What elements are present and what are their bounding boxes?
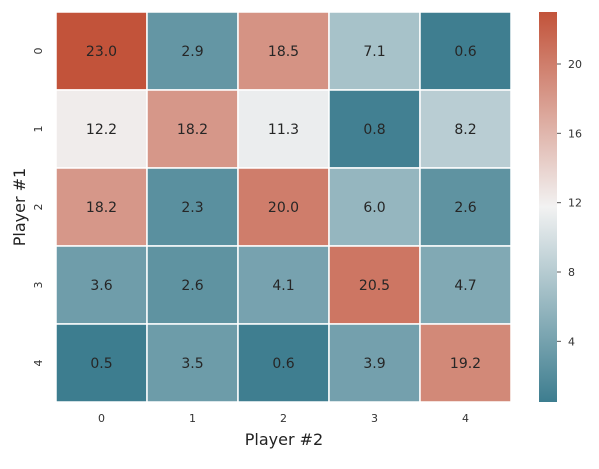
cell-value-label: 18.5 xyxy=(268,44,299,60)
heatmap-cell-r0-c1 xyxy=(146,11,239,91)
cell-value-label: 2.6 xyxy=(181,278,203,294)
cell-value-label: 20.0 xyxy=(268,200,299,216)
heatmap-cell-r3-c3 xyxy=(328,245,421,325)
cell-value-label: 0.6 xyxy=(272,356,294,372)
x-tick-label: 1 xyxy=(189,412,196,425)
cell-value-label: 19.2 xyxy=(450,356,481,372)
heatmap-cell-r3-c4 xyxy=(419,245,512,325)
cell-value-label: 7.1 xyxy=(363,44,385,60)
heatmap-cell-r0-c0 xyxy=(55,11,148,91)
cell-value-label: 12.2 xyxy=(86,122,117,138)
cell-value-label: 18.2 xyxy=(86,200,117,216)
y-tick-label: 1 xyxy=(32,126,45,133)
heatmap-cell-r4-c1 xyxy=(146,323,239,403)
colorbar-tick-label: 8 xyxy=(568,266,575,279)
cell-value-label: 20.5 xyxy=(359,278,390,294)
x-axis-label: Player #2 xyxy=(245,430,323,449)
x-tick-label: 0 xyxy=(98,412,105,425)
heatmap-cell-r1-c2 xyxy=(237,89,330,169)
colorbar-tick-label: 12 xyxy=(568,197,582,210)
y-tick-label: 3 xyxy=(32,282,45,289)
cell-value-label: 4.1 xyxy=(272,278,294,294)
heatmap-cell-r1-c0 xyxy=(55,89,148,169)
y-axis-label: Player #1 xyxy=(10,168,29,246)
cell-value-label: 6.0 xyxy=(363,200,385,216)
heatmap-cell-r2-c3 xyxy=(328,167,421,247)
cell-value-label: 3.5 xyxy=(181,356,203,372)
heatmap-cell-r2-c1 xyxy=(146,167,239,247)
cell-value-label: 4.7 xyxy=(454,278,476,294)
cell-value-label: 0.6 xyxy=(454,44,476,60)
heatmap-cell-r0-c2 xyxy=(237,11,330,91)
heatmap-cell-r1-c4 xyxy=(419,89,512,169)
heatmap-cell-r4-c4 xyxy=(419,323,512,403)
cell-value-label: 18.2 xyxy=(177,122,208,138)
heatmap-cell-r3-c1 xyxy=(146,245,239,325)
cell-value-label: 3.6 xyxy=(90,278,112,294)
colorbar-tick-label: 16 xyxy=(568,127,582,140)
colorbar-tick-label: 20 xyxy=(568,58,582,71)
cell-value-label: 2.6 xyxy=(454,200,476,216)
x-axis-ticks: 0 1 2 3 4 xyxy=(98,412,469,425)
y-tick-label: 0 xyxy=(32,48,45,55)
heatmap-cell-r4-c2 xyxy=(237,323,330,403)
y-tick-label: 2 xyxy=(32,204,45,211)
x-tick-label: 3 xyxy=(371,412,378,425)
heatmap-cell-r3-c2 xyxy=(237,245,330,325)
cell-value-label: 2.3 xyxy=(181,200,203,216)
y-tick-label: 4 xyxy=(32,360,45,367)
heatmap-cells xyxy=(55,11,512,403)
colorbar-ticks: 4 8 12 16 20 xyxy=(557,58,582,348)
cell-value-label: 0.8 xyxy=(363,122,385,138)
heatmap-cell-labels: 23.0 2.9 18.5 7.1 0.6 12.2 18.2 11.3 0.8 8.2 18.2 2… xyxy=(86,44,481,372)
colorbar-tick-label: 4 xyxy=(568,335,575,348)
y-axis-ticks: 0 1 2 3 4 xyxy=(32,48,45,367)
cell-value-label: 23.0 xyxy=(86,44,117,60)
colorbar xyxy=(539,12,557,402)
heatmap-cell-r4-c0 xyxy=(55,323,148,403)
cell-value-label: 11.3 xyxy=(268,122,299,138)
cell-value-label: 3.9 xyxy=(363,356,385,372)
x-tick-label: 2 xyxy=(280,412,287,425)
x-tick-label: 4 xyxy=(462,412,469,425)
heatmap-cell-r3-c0 xyxy=(55,245,148,325)
cell-value-label: 2.9 xyxy=(181,44,203,60)
cell-value-label: 8.2 xyxy=(454,122,476,138)
cell-value-label: 0.5 xyxy=(90,356,112,372)
